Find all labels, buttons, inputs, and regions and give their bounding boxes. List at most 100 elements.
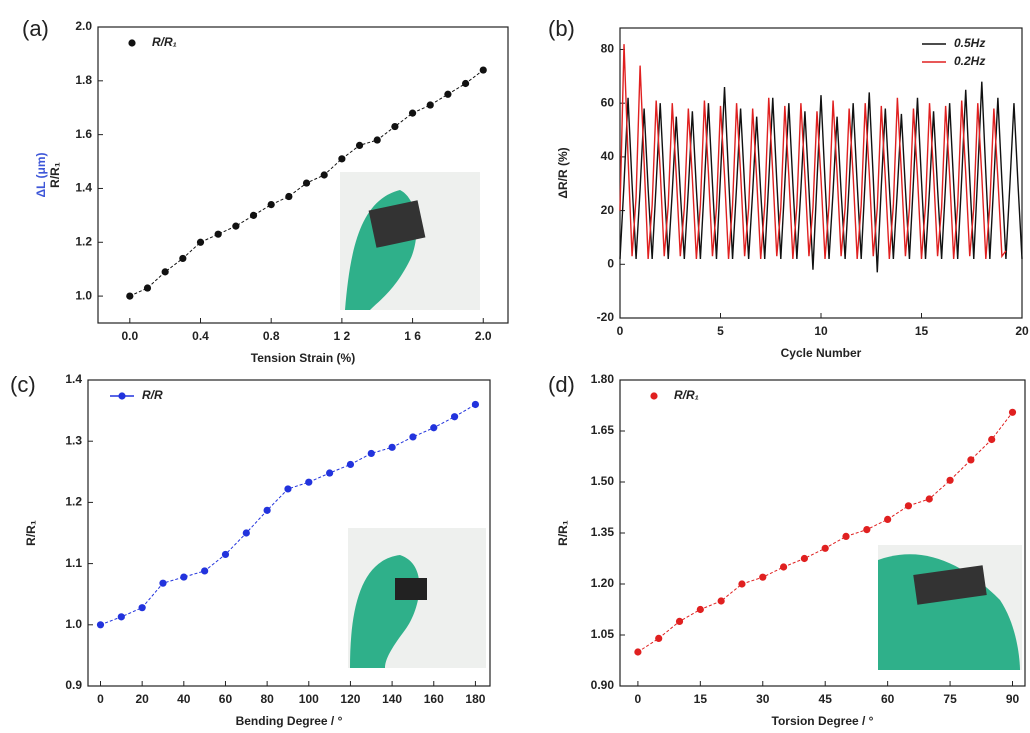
- series-line: [619, 44, 1007, 259]
- data-point: [201, 567, 209, 575]
- y-tick-label: 0.9: [65, 678, 82, 692]
- data-point: [884, 515, 892, 524]
- data-point: [717, 597, 725, 605]
- y-tick-label: 1.50: [591, 474, 615, 488]
- x-tick-label: 160: [424, 692, 444, 706]
- x-tick-label: 60: [881, 692, 895, 706]
- x-tick-label: 0.8: [263, 329, 280, 343]
- plot-frame: [87, 379, 491, 687]
- x-tick-label: 180: [465, 692, 485, 706]
- y-tick-label: 1.80: [591, 372, 615, 386]
- chart-panel: (a) 0.0 0.4 0.8 1 2 1 6 2.0 1.0 1.2 1.4 1.6 1.8 2.0 T…: [22, 16, 509, 365]
- x-tick-label: 1 2: [334, 329, 351, 343]
- data-point: [1008, 408, 1017, 416]
- y-tick-label: 0.90: [591, 678, 615, 692]
- x-tick-label: 75: [943, 692, 957, 706]
- data-point: [214, 230, 222, 238]
- y-tick-label: 1.05: [591, 627, 615, 641]
- legend-label: R/R: [142, 388, 163, 402]
- x-tick-label: 40: [177, 692, 191, 706]
- data-point: [285, 192, 293, 201]
- data-point: [96, 621, 105, 629]
- data-point: [946, 476, 954, 484]
- data-point: [675, 617, 684, 626]
- y-axis-label: ΔL (μm): [34, 152, 48, 197]
- inset-photo: [348, 528, 486, 668]
- y-tick-label: 1.35: [591, 525, 615, 539]
- x-tick-label: 0: [635, 692, 642, 706]
- x-axis-label: Cycle Number: [781, 346, 862, 360]
- data-point: [821, 544, 829, 552]
- data-point: [267, 201, 275, 209]
- x-tick-label: 20: [135, 692, 149, 706]
- x-tick-label: 140: [382, 692, 402, 706]
- x-tick-label: 0.0: [121, 329, 138, 343]
- data-point: [430, 424, 438, 432]
- legend-label: 0.5Hz: [954, 36, 985, 50]
- y-tick-label: 1.0: [75, 288, 92, 302]
- panel-label: (c): [10, 372, 36, 397]
- legend-marker: [650, 392, 658, 400]
- y-axis-label: R/R₁: [556, 520, 570, 546]
- data-point: [391, 122, 399, 131]
- inset-photo: [878, 545, 1022, 670]
- data-point: [655, 634, 663, 643]
- inset-photo: [340, 172, 480, 310]
- x-tick-label: 0: [617, 324, 624, 338]
- y-tick-label: 1.6: [75, 127, 92, 141]
- data-point: [696, 605, 704, 614]
- data-point: [904, 502, 913, 510]
- data-point: [159, 579, 167, 587]
- y-tick-label: 1.4: [75, 181, 92, 195]
- data-point: [326, 469, 334, 477]
- data-point: [143, 284, 152, 292]
- data-point: [842, 532, 850, 541]
- data-point: [800, 554, 808, 563]
- legend-label: R/R₁: [152, 35, 177, 49]
- data-point: [367, 449, 375, 458]
- data-point: [320, 171, 328, 179]
- y-tick-label: 1.0: [65, 617, 82, 631]
- y-tick-label: 1.8: [75, 73, 92, 87]
- x-axis-label: Tension Strain (%): [251, 351, 355, 365]
- plot-frame: [97, 26, 509, 324]
- y-tick-label: 1.65: [591, 423, 615, 437]
- data-point: [138, 604, 146, 612]
- y-tick-label: 1.20: [591, 576, 615, 590]
- y-axis-label: ΔR/R (%): [556, 147, 570, 198]
- x-tick-label: 15: [915, 324, 929, 338]
- legend-label: 0.2Hz: [954, 54, 985, 68]
- data-point: [263, 506, 271, 514]
- legend-label: R/R₁: [674, 388, 699, 402]
- y-tick-label: 1.2: [75, 234, 92, 248]
- data-point: [450, 413, 459, 421]
- data-point: [461, 79, 470, 88]
- chart-panel: (d) 0 15 30 45 60 75 90 0.90 1.05 1.20 1.35 1.50 1.65…: [548, 372, 1026, 728]
- data-point: [221, 550, 230, 559]
- data-point: [196, 238, 205, 246]
- data-point: [863, 526, 871, 534]
- data-point: [988, 435, 996, 444]
- series-line: [619, 81, 1023, 273]
- x-tick-label: 100: [299, 692, 319, 706]
- data-point: [471, 400, 480, 409]
- data-point: [408, 109, 417, 117]
- panel-label: (b): [548, 16, 575, 41]
- x-axis-label: Torsion Degree / °: [772, 714, 874, 728]
- y-tick-label: 2.0: [75, 19, 92, 33]
- data-point: [242, 529, 250, 537]
- data-point: [249, 211, 258, 219]
- legend-marker: [128, 39, 136, 47]
- data-point: [388, 443, 396, 451]
- x-tick-label: 80: [260, 692, 274, 706]
- x-tick-label: 45: [819, 692, 833, 706]
- x-axis-label: Bending Degree / °: [236, 714, 343, 728]
- data-point: [759, 573, 767, 581]
- y-tick-label: -20: [597, 310, 615, 324]
- y-tick-label: 0: [607, 256, 614, 270]
- y-tick-label: 1.2: [65, 495, 82, 509]
- x-tick-label: 5: [717, 324, 724, 338]
- data-point: [355, 141, 364, 149]
